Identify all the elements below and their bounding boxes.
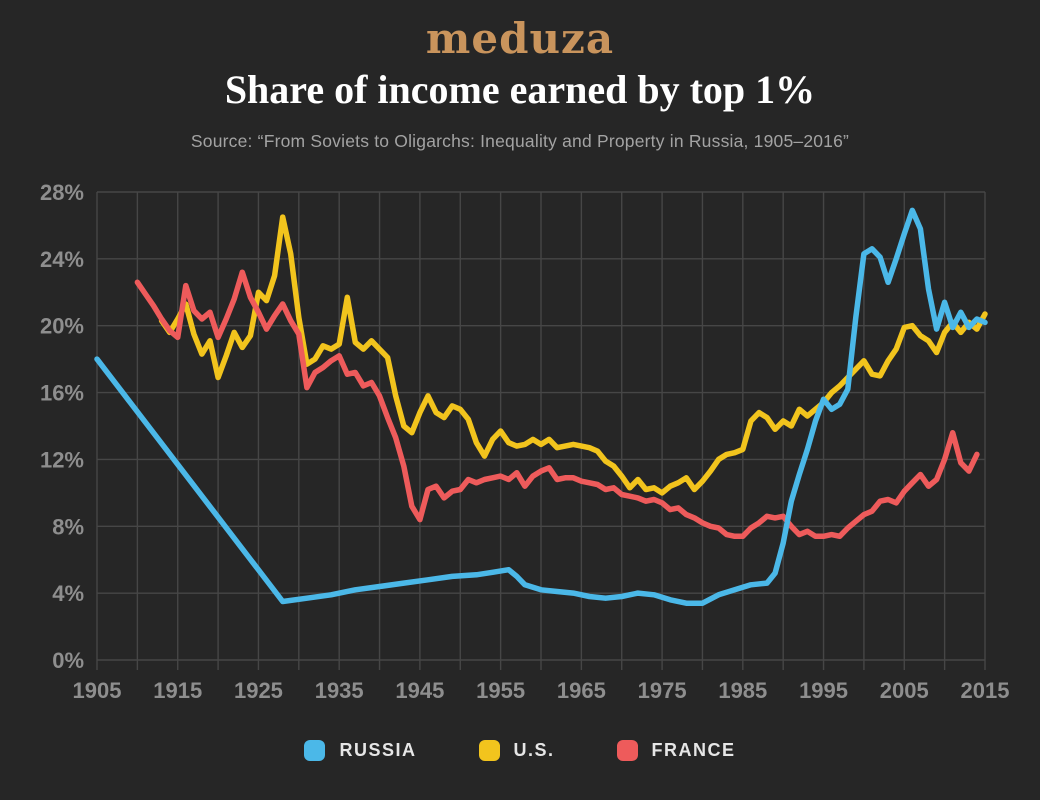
series-line-france <box>134 269 980 540</box>
series-line-russia <box>94 207 988 606</box>
x-axis-label: 2015 <box>961 678 1010 703</box>
x-axis-label: 1945 <box>395 678 444 703</box>
legend-label-france: FRANCE <box>651 740 736 760</box>
x-axis-label: 1935 <box>315 678 364 703</box>
source-caption: Source: “From Soviets to Oligarchs: Ineq… <box>190 131 850 151</box>
x-axis-label: 1985 <box>718 678 767 703</box>
legend-item-us: U.S. <box>478 740 555 761</box>
legend-item-russia: RUSSIA <box>304 740 416 761</box>
x-axis-label: 2005 <box>880 678 929 703</box>
us-swatch-icon <box>478 740 500 761</box>
chart-area: 0% 4% 8% 12% 16% 20% 24% 28% 1905 1915 1925 1935 194… <box>0 172 1040 737</box>
x-axis-label: 1915 <box>153 678 202 703</box>
y-axis-label: 8% <box>52 514 84 539</box>
meduza-logo: meduza <box>425 14 615 63</box>
page-title: Share of income earned by top 1% <box>224 67 816 112</box>
chart-legend: RUSSIA U.S. FRANCE <box>0 740 1040 761</box>
x-axis-label: 1955 <box>476 678 525 703</box>
y-axis-label: 20% <box>40 314 84 339</box>
x-axis-label: 1965 <box>557 678 606 703</box>
y-axis-label: 16% <box>40 381 84 406</box>
x-axis-label: 1905 <box>73 678 122 703</box>
france-swatch-icon <box>616 740 638 761</box>
legend-item-france: FRANCE <box>616 740 736 761</box>
russia-swatch-icon <box>304 740 326 761</box>
x-axis-label: 1975 <box>638 678 687 703</box>
y-axis-label: 0% <box>52 648 84 673</box>
income-share-chart: 0% 4% 8% 12% 16% 20% 24% 28% 1905 1915 1925 1935 194… <box>40 180 1010 703</box>
y-axis-label: 4% <box>52 581 84 606</box>
y-axis-label: 12% <box>40 447 84 472</box>
legend-label-russia: RUSSIA <box>339 740 417 760</box>
x-axis-label: 1925 <box>234 678 283 703</box>
legend-label-us: U.S. <box>513 740 555 760</box>
y-axis-label: 28% <box>40 180 84 205</box>
x-axis-label: 1995 <box>799 678 848 703</box>
y-axis-label: 24% <box>40 247 84 272</box>
